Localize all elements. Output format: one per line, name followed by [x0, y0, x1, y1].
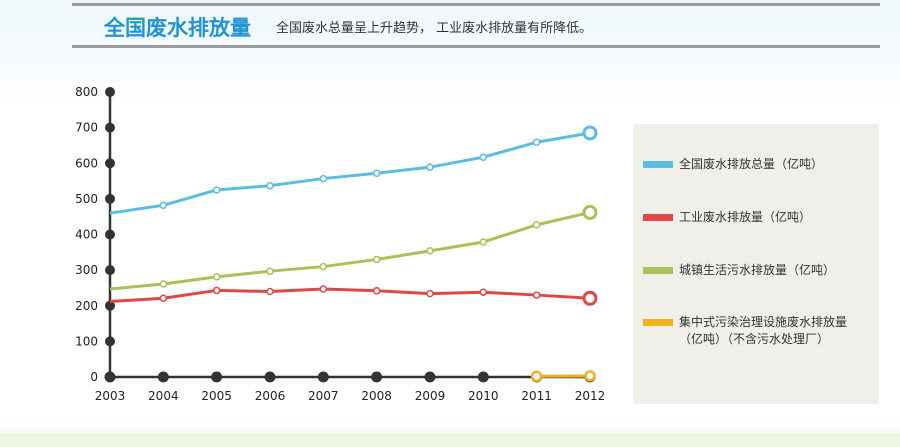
series-line-1: [109, 287, 591, 303]
x-tick-label: 2011: [521, 389, 552, 403]
x-tick-dot: [104, 371, 116, 383]
series-point-0: [159, 201, 168, 210]
y-tick-dot: [105, 229, 115, 240]
series-point-0: [532, 138, 541, 146]
series-point-1: [426, 289, 434, 298]
x-tick-label: 2004: [148, 389, 179, 403]
series-point-0: [319, 174, 328, 183]
y-tick-dot: [105, 158, 115, 169]
legend-item-total: 全国废水排放总量（亿吨）: [643, 156, 879, 173]
series-point-0: [266, 181, 274, 190]
y-tick-label: 700: [75, 121, 98, 135]
series-point-2: [532, 221, 541, 229]
bottom-band: [0, 433, 900, 447]
x-tick-dot: [317, 371, 329, 383]
series-point-2: [159, 280, 168, 288]
series-line-2: [109, 210, 591, 291]
legend-swatch-centralized: [643, 319, 673, 326]
series-point-3: [584, 370, 596, 382]
legend-item-centralized: 集中式污染治理设施废水排放量 （亿吨）（不含污水处理厂）: [643, 314, 879, 348]
series-point-0: [582, 125, 598, 141]
x-tick-label: 2003: [95, 389, 126, 403]
y-tick-label: 800: [75, 85, 98, 99]
legend-swatch-total: [643, 161, 673, 168]
legend-swatch-urban: [643, 267, 673, 274]
x-tick-dot: [264, 371, 276, 383]
x-tick-dot: [211, 371, 223, 383]
x-tick-dot: [477, 371, 489, 383]
y-tick-dot: [105, 122, 115, 133]
y-tick-dot: [105, 336, 115, 347]
series-point-0: [479, 153, 488, 161]
series-point-0: [372, 169, 381, 177]
y-tick-label: 600: [75, 156, 98, 170]
series-point-1: [532, 291, 541, 299]
x-tick-label: 2007: [308, 389, 339, 403]
series-point-1: [212, 286, 221, 295]
series-line-0: [109, 131, 591, 215]
y-tick-dot: [105, 87, 115, 97]
x-tick-dot: [371, 371, 383, 383]
series-point-2: [479, 238, 488, 246]
series-point-2: [212, 273, 221, 281]
y-tick-label: 500: [75, 192, 98, 206]
x-tick-dot: [157, 371, 169, 383]
legend-label-total: 全国废水排放总量（亿吨）: [679, 157, 824, 171]
series-point-2: [319, 262, 328, 271]
series-point-2: [582, 204, 598, 220]
series-point-0: [212, 186, 221, 194]
legend-label-centralized: 集中式污染治理设施废水排放量 （亿吨）（不含污水处理厂）: [679, 315, 848, 346]
x-tick-dot: [424, 371, 436, 383]
y-tick-label: 200: [75, 299, 98, 313]
series-point-1: [479, 288, 488, 296]
page-subtitle: 全国废水总量呈上升趋势， 工业废水排放量有所降低。: [276, 21, 593, 36]
legend-item-urban: 城镇生活污水排放量（亿吨）: [643, 262, 879, 279]
y-tick-label: 100: [75, 334, 98, 348]
page-title: 全国废水排放量: [104, 16, 251, 40]
x-tick-label: 2012: [575, 389, 606, 403]
x-tick-label: 2005: [201, 389, 232, 403]
series-point-1: [319, 285, 328, 293]
y-tick-label: 300: [75, 263, 98, 277]
header-top-rule: [72, 3, 880, 6]
y-tick-dot: [105, 193, 115, 204]
series-point-1: [582, 290, 598, 306]
chart-legend: 全国废水排放总量（亿吨） 工业废水排放量（亿吨） 城镇生活污水排放量（亿吨） 集…: [633, 124, 879, 404]
series-point-1: [266, 287, 274, 296]
series-point-2: [426, 247, 434, 255]
y-tick-dot: [105, 265, 115, 276]
legend-label-urban: 城镇生活污水排放量（亿吨）: [679, 263, 836, 277]
y-tick-label: 400: [75, 228, 98, 242]
x-tick-label: 2010: [468, 389, 499, 403]
legend-item-industrial: 工业废水排放量（亿吨）: [643, 209, 879, 226]
series-point-3: [530, 370, 543, 383]
x-tick-label: 2006: [255, 389, 286, 403]
x-tick-label: 2009: [415, 389, 446, 403]
series-point-2: [266, 267, 274, 275]
legend-swatch-industrial: [643, 214, 673, 221]
y-tick-label: 0: [90, 370, 98, 384]
series-point-0: [426, 163, 434, 171]
series-point-1: [372, 287, 381, 295]
series-point-2: [372, 255, 381, 264]
header-bottom-rule: [72, 45, 880, 48]
legend-label-industrial: 工业废水排放量（亿吨）: [679, 210, 812, 224]
series-point-1: [159, 294, 168, 303]
x-tick-label: 2008: [361, 389, 392, 403]
y-tick-dot: [105, 300, 115, 311]
